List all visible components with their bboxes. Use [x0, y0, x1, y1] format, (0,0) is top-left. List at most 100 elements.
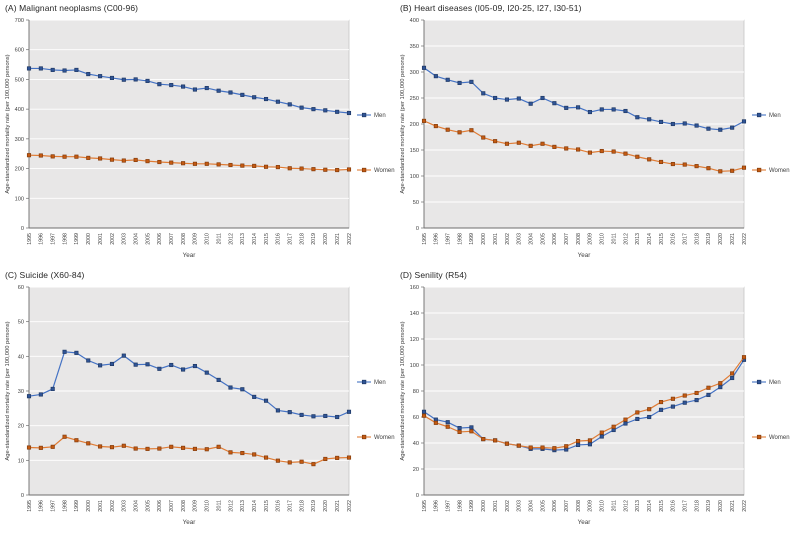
svg-text:2007: 2007 — [169, 233, 175, 245]
svg-text:2005: 2005 — [145, 233, 151, 245]
svg-text:0: 0 — [21, 226, 24, 232]
svg-text:1999: 1999 — [74, 500, 80, 512]
svg-text:150: 150 — [410, 148, 419, 154]
svg-text:2022: 2022 — [347, 233, 353, 245]
svg-text:2017: 2017 — [288, 500, 294, 512]
svg-text:2001: 2001 — [98, 500, 104, 512]
svg-text:2021: 2021 — [730, 233, 736, 245]
svg-text:80: 80 — [413, 389, 419, 395]
panel-title-suicide: (C) Suicide (X60-84) — [5, 270, 85, 280]
svg-text:Women: Women — [769, 168, 790, 174]
svg-text:2010: 2010 — [205, 233, 211, 245]
svg-text:350: 350 — [410, 44, 419, 50]
svg-text:2011: 2011 — [216, 233, 222, 244]
svg-text:0: 0 — [416, 226, 419, 232]
svg-text:2014: 2014 — [252, 233, 258, 245]
svg-text:2002: 2002 — [110, 500, 116, 512]
svg-text:2009: 2009 — [193, 233, 199, 245]
svg-text:100: 100 — [410, 174, 419, 180]
svg-text:1997: 1997 — [446, 500, 452, 512]
svg-text:2006: 2006 — [157, 500, 163, 512]
panel-title-malignant-neoplasms: (A) Malignant neoplasms (C00-96) — [5, 3, 139, 13]
svg-text:2019: 2019 — [706, 500, 712, 512]
svg-text:2017: 2017 — [683, 500, 689, 512]
svg-text:1996: 1996 — [434, 233, 440, 245]
svg-text:10: 10 — [18, 458, 24, 464]
svg-text:300: 300 — [15, 137, 24, 143]
svg-text:2003: 2003 — [517, 500, 523, 512]
svg-text:1995: 1995 — [422, 500, 428, 512]
svg-text:2000: 2000 — [481, 500, 487, 512]
svg-text:Age-standardized mortality rat: Age-standardized mortality rate (per 100… — [400, 321, 406, 460]
svg-text:60: 60 — [413, 415, 419, 421]
svg-text:2009: 2009 — [193, 500, 199, 512]
svg-text:2001: 2001 — [493, 233, 499, 245]
svg-text:Age-standardized mortality rat: Age-standardized mortality rate (per 100… — [400, 54, 406, 193]
svg-text:500: 500 — [15, 77, 24, 83]
svg-text:2016: 2016 — [276, 233, 282, 245]
svg-text:2018: 2018 — [694, 233, 700, 245]
svg-text:2012: 2012 — [228, 500, 234, 512]
svg-text:1998: 1998 — [62, 233, 68, 245]
svg-text:1998: 1998 — [62, 500, 68, 512]
svg-text:2004: 2004 — [133, 233, 139, 245]
svg-text:2012: 2012 — [623, 233, 629, 245]
svg-text:2000: 2000 — [86, 500, 92, 512]
svg-text:2015: 2015 — [264, 233, 270, 245]
svg-text:2002: 2002 — [110, 233, 116, 245]
panel-senility: 0 20 40 60 80 100 120 140 160 1995 1996 1997 1998 199… — [395, 267, 790, 534]
svg-text:1995: 1995 — [27, 500, 33, 512]
svg-text:2018: 2018 — [299, 233, 305, 245]
svg-text:2000: 2000 — [481, 233, 487, 245]
svg-text:2013: 2013 — [240, 233, 246, 245]
svg-text:1996: 1996 — [434, 500, 440, 512]
svg-text:2004: 2004 — [528, 233, 534, 245]
svg-text:Women: Women — [374, 435, 395, 441]
svg-text:20: 20 — [413, 467, 419, 473]
chart-senility: 0 20 40 60 80 100 120 140 160 1995 1996 1997 1998 199… — [400, 285, 790, 526]
panel-malignant-neoplasms: 0 100 200 300 400 500 600 700 1995 1996 1997 1998 19… — [0, 0, 395, 267]
svg-text:2009: 2009 — [588, 500, 594, 512]
svg-text:2005: 2005 — [540, 233, 546, 245]
svg-text:2014: 2014 — [647, 233, 653, 245]
svg-text:2000: 2000 — [86, 233, 92, 245]
svg-text:2003: 2003 — [517, 233, 523, 245]
svg-text:Age-standardized mortality rat: Age-standardized mortality rate (per 100… — [5, 54, 11, 193]
svg-text:2011: 2011 — [611, 233, 617, 244]
svg-text:600: 600 — [15, 48, 24, 54]
svg-text:2014: 2014 — [252, 500, 258, 512]
svg-text:2010: 2010 — [600, 500, 606, 512]
svg-text:2021: 2021 — [335, 233, 341, 245]
svg-text:2010: 2010 — [600, 233, 606, 245]
svg-text:2011: 2011 — [216, 500, 222, 511]
svg-text:2021: 2021 — [730, 500, 736, 512]
svg-text:100: 100 — [410, 363, 419, 369]
svg-text:0: 0 — [21, 493, 24, 499]
svg-text:2012: 2012 — [228, 233, 234, 245]
svg-text:2019: 2019 — [706, 233, 712, 245]
svg-text:2017: 2017 — [288, 233, 294, 245]
svg-text:Men: Men — [769, 113, 781, 119]
svg-text:1999: 1999 — [469, 500, 475, 512]
svg-text:2009: 2009 — [588, 233, 594, 245]
svg-text:2022: 2022 — [742, 500, 748, 512]
svg-text:Men: Men — [374, 113, 386, 119]
svg-text:2016: 2016 — [671, 233, 677, 245]
svg-text:1995: 1995 — [27, 233, 33, 245]
svg-text:1998: 1998 — [457, 500, 463, 512]
svg-text:2015: 2015 — [264, 500, 270, 512]
svg-text:50: 50 — [18, 320, 24, 326]
svg-text:120: 120 — [410, 337, 419, 343]
svg-text:Year: Year — [578, 519, 591, 526]
svg-text:200: 200 — [15, 167, 24, 173]
svg-text:2006: 2006 — [552, 233, 558, 245]
svg-text:2003: 2003 — [122, 233, 128, 245]
svg-text:2016: 2016 — [276, 500, 282, 512]
svg-text:1997: 1997 — [51, 233, 57, 245]
svg-text:1996: 1996 — [39, 233, 45, 245]
svg-text:0: 0 — [416, 493, 419, 499]
svg-text:1998: 1998 — [457, 233, 463, 245]
svg-text:40: 40 — [18, 354, 24, 360]
svg-text:Men: Men — [769, 380, 781, 386]
svg-text:2012: 2012 — [623, 500, 629, 512]
